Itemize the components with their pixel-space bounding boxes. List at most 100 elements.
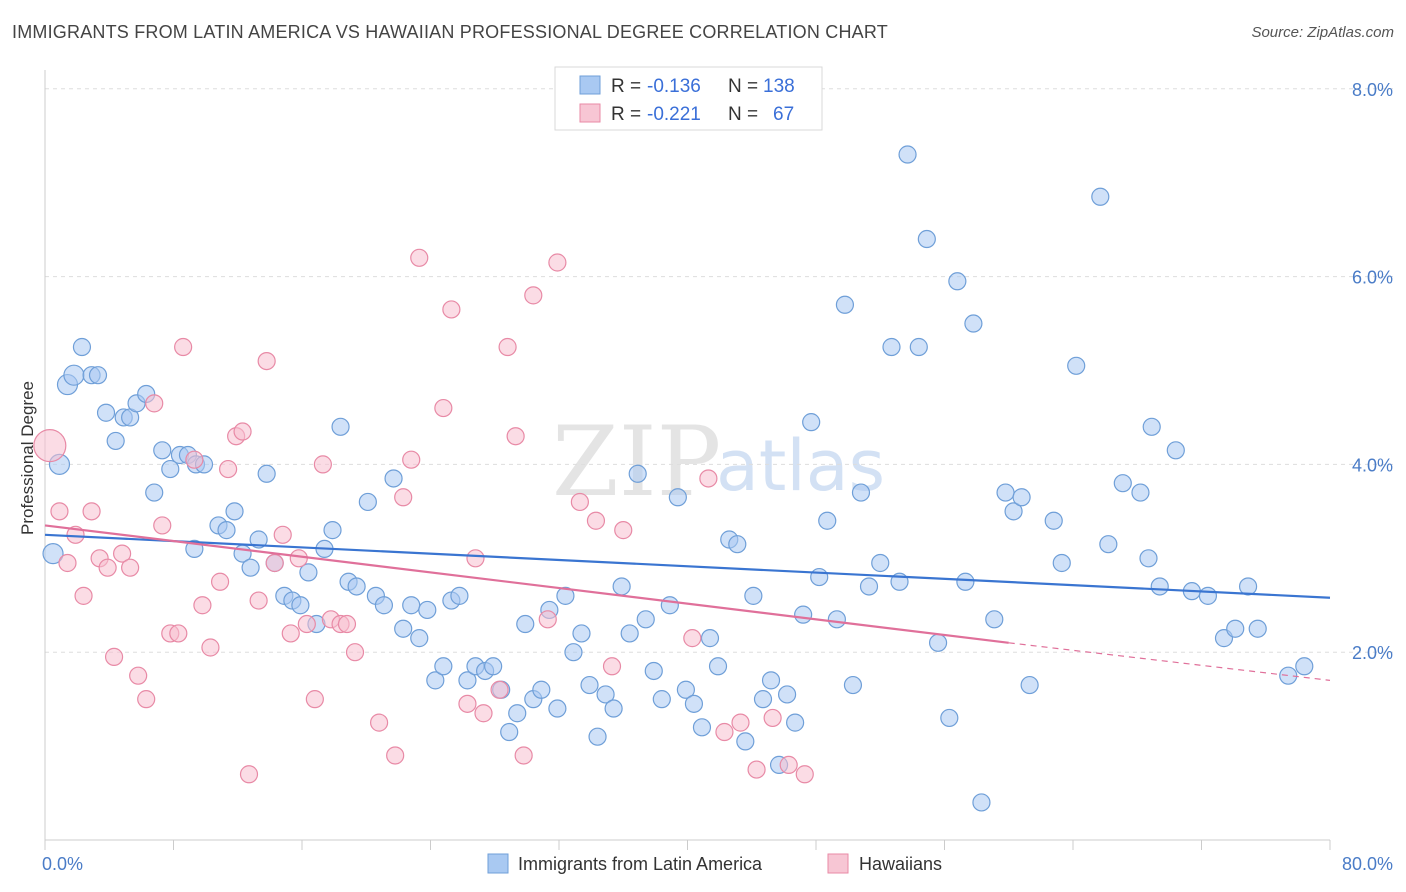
blue-point: [1113, 474, 1132, 493]
blue-point: [1012, 488, 1031, 507]
pink-point: [249, 591, 268, 610]
series-hawaiians: [33, 248, 814, 784]
blue-point: [676, 680, 695, 699]
blue-point: [753, 690, 773, 709]
pink-point: [297, 614, 316, 634]
bottom-legend-swatch-pink: [827, 853, 849, 874]
bottom-legend-label-pink: Hawaiians: [859, 854, 942, 874]
pink-point: [410, 248, 429, 267]
blue-point: [153, 441, 172, 460]
legend-r-value-pink: -0.221: [647, 104, 701, 125]
blue-point: [458, 671, 477, 690]
pink-point: [121, 558, 140, 577]
blue-point: [644, 661, 663, 681]
blue-point: [1295, 657, 1314, 676]
blue-point: [1198, 586, 1218, 605]
pink-point: [145, 394, 164, 413]
blue-point: [761, 671, 781, 690]
blue-point: [88, 366, 108, 385]
pink-point: [273, 525, 292, 544]
blue-point: [1226, 619, 1245, 638]
chart-title: IMMIGRANTS FROM LATIN AMERICA VS HAWAIIA…: [12, 22, 888, 42]
blue-point: [402, 596, 421, 615]
pink-point: [747, 760, 766, 779]
blue-point: [843, 675, 863, 695]
legend-n-label-pink: N =: [728, 104, 758, 125]
pink-point: [219, 459, 238, 479]
blue-point: [548, 699, 567, 718]
blue-point: [418, 600, 437, 620]
pink-point: [506, 427, 525, 446]
blue-point: [516, 614, 535, 634]
blue-point: [1020, 675, 1039, 695]
pink-point: [129, 666, 148, 685]
blue-point: [106, 431, 125, 451]
pink-point: [193, 596, 212, 615]
blue-point: [818, 511, 837, 530]
blue-point: [917, 229, 936, 249]
legend-swatch-pink: [579, 103, 601, 123]
pink-point: [394, 488, 413, 507]
y-tick-label-0: 2.0%: [1352, 643, 1393, 663]
blue-point: [410, 629, 429, 648]
blue-point: [794, 605, 813, 624]
blue-point: [827, 610, 846, 629]
blue-point: [291, 596, 310, 615]
watermark: ZIP atlas: [552, 406, 885, 518]
blue-point: [948, 272, 967, 291]
pink-point: [683, 629, 702, 648]
blue-point: [508, 704, 527, 723]
blue-point: [636, 610, 655, 629]
blue-point: [660, 596, 679, 615]
stats-legend: R = -0.136 N = 138 R = -0.221 N = 67: [554, 66, 823, 131]
blue-point: [802, 413, 821, 432]
pink-point: [602, 657, 622, 676]
pink-point: [731, 713, 750, 732]
pink-point: [466, 549, 485, 568]
blue-point: [532, 680, 551, 699]
blue-point: [612, 577, 631, 596]
pink-point: [74, 586, 93, 605]
pink-point: [442, 300, 461, 319]
blue-point: [564, 643, 583, 662]
blue-point: [859, 577, 879, 596]
blue-point: [1044, 511, 1063, 530]
blue-point: [145, 483, 164, 502]
pink-point: [538, 610, 557, 629]
blue-point: [956, 572, 975, 591]
blue-point: [777, 685, 797, 704]
bottom-legend-label-blue: Immigrants from Latin America: [518, 854, 763, 874]
blue-point: [668, 488, 687, 507]
blue-point: [556, 586, 575, 605]
blue-point: [1279, 666, 1298, 685]
pink-point: [82, 502, 101, 521]
blue-point: [450, 586, 469, 605]
blue-point: [810, 567, 829, 587]
blue-point: [744, 586, 763, 605]
pink-point: [305, 690, 324, 709]
blue-point: [620, 624, 639, 643]
blue-point: [63, 364, 85, 386]
pink-point: [715, 722, 734, 742]
blue-point: [1142, 417, 1161, 436]
trend-line-pink-extension: [1008, 642, 1331, 681]
pink-point: [614, 521, 633, 540]
pink-point: [458, 694, 477, 713]
y-tick-labels: 2.0% 4.0% 6.0% 8.0%: [1352, 80, 1393, 663]
blue-point: [426, 671, 445, 690]
blue-point: [940, 708, 959, 728]
y-axis-label: Professional Degree: [18, 381, 37, 535]
legend-swatch-blue: [579, 75, 601, 95]
blue-point: [1166, 441, 1185, 460]
blue-point: [985, 610, 1004, 629]
x-tick-label-0: 0.0%: [42, 854, 83, 874]
blue-point: [972, 793, 991, 812]
pink-point: [498, 337, 517, 357]
blue-point: [241, 558, 260, 577]
blue-point: [588, 727, 607, 746]
blue-point: [484, 657, 503, 676]
pink-point: [98, 558, 117, 577]
blue-point: [434, 657, 453, 676]
blue-point: [652, 690, 671, 709]
